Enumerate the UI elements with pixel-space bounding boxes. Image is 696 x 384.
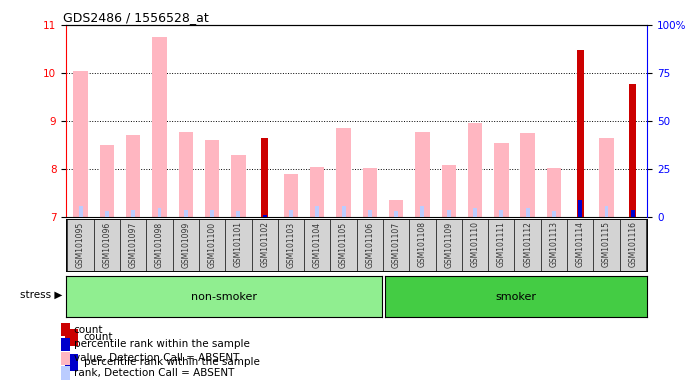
Text: non-smoker: non-smoker xyxy=(191,291,257,302)
Text: smoker: smoker xyxy=(496,291,537,302)
Bar xyxy=(126,136,141,217)
Text: count: count xyxy=(74,324,103,334)
Bar xyxy=(152,37,167,217)
Bar xyxy=(468,123,482,217)
Text: value, Detection Call = ABSENT: value, Detection Call = ABSENT xyxy=(74,353,239,363)
Text: stress ▶: stress ▶ xyxy=(20,290,63,300)
Bar xyxy=(473,209,477,217)
Text: GSM101100: GSM101100 xyxy=(207,222,216,268)
Bar xyxy=(65,354,78,371)
Text: GDS2486 / 1556528_at: GDS2486 / 1556528_at xyxy=(63,11,209,24)
Bar xyxy=(363,168,377,217)
Text: GSM101113: GSM101113 xyxy=(549,222,558,268)
Text: GSM101105: GSM101105 xyxy=(339,222,348,268)
Bar xyxy=(525,209,530,217)
Bar xyxy=(389,200,404,217)
Text: GSM101112: GSM101112 xyxy=(523,222,532,267)
Bar xyxy=(336,128,351,217)
Bar xyxy=(552,211,556,217)
Bar xyxy=(157,209,161,217)
Bar xyxy=(394,211,398,217)
Bar xyxy=(184,210,188,217)
Bar xyxy=(105,211,109,217)
Bar xyxy=(441,165,456,217)
Bar xyxy=(315,207,319,217)
Bar xyxy=(132,210,135,217)
Bar xyxy=(237,211,240,217)
Bar xyxy=(578,200,582,217)
Text: GSM101108: GSM101108 xyxy=(418,222,427,268)
Bar xyxy=(261,138,269,217)
Bar xyxy=(179,132,193,217)
Text: GSM101097: GSM101097 xyxy=(129,222,138,268)
Text: GSM101106: GSM101106 xyxy=(365,222,374,268)
Text: GSM101101: GSM101101 xyxy=(234,222,243,268)
Bar xyxy=(61,352,70,365)
Bar xyxy=(576,50,584,217)
Text: GSM101095: GSM101095 xyxy=(76,222,85,268)
Text: GSM101116: GSM101116 xyxy=(628,222,638,268)
Text: GSM101098: GSM101098 xyxy=(155,222,164,268)
Bar xyxy=(494,142,509,217)
Text: GSM101114: GSM101114 xyxy=(576,222,585,268)
Text: GSM101111: GSM101111 xyxy=(497,222,506,267)
Bar xyxy=(416,132,429,217)
Bar xyxy=(65,329,78,346)
Bar xyxy=(447,210,451,217)
Bar xyxy=(262,215,267,217)
Text: percentile rank within the sample: percentile rank within the sample xyxy=(84,357,260,367)
Bar xyxy=(289,210,293,217)
Bar xyxy=(231,155,246,217)
Bar xyxy=(100,145,114,217)
Text: percentile rank within the sample: percentile rank within the sample xyxy=(74,339,250,349)
Text: GSM101109: GSM101109 xyxy=(444,222,453,268)
Text: GSM101102: GSM101102 xyxy=(260,222,269,268)
Text: GSM101103: GSM101103 xyxy=(287,222,296,268)
Text: count: count xyxy=(84,332,113,342)
Bar xyxy=(599,138,614,217)
Bar xyxy=(368,210,372,217)
Bar xyxy=(61,366,70,379)
Bar xyxy=(342,207,345,217)
Bar xyxy=(61,323,70,336)
Bar xyxy=(61,338,70,351)
Bar xyxy=(631,210,635,217)
Text: rank, Detection Call = ABSENT: rank, Detection Call = ABSENT xyxy=(74,368,234,378)
Bar xyxy=(546,168,561,217)
Bar xyxy=(205,140,219,217)
Bar xyxy=(284,174,298,217)
Bar xyxy=(499,210,503,217)
Bar xyxy=(629,84,637,217)
Bar xyxy=(420,207,425,217)
Bar xyxy=(605,207,608,217)
Text: GSM101096: GSM101096 xyxy=(102,222,111,268)
Text: GSM101110: GSM101110 xyxy=(470,222,480,268)
Bar xyxy=(210,210,214,217)
Bar xyxy=(79,207,83,217)
Bar xyxy=(521,133,535,217)
Text: GSM101099: GSM101099 xyxy=(181,222,190,268)
Bar xyxy=(310,167,324,217)
Text: GSM101107: GSM101107 xyxy=(392,222,401,268)
Text: GSM101104: GSM101104 xyxy=(313,222,322,268)
Text: GSM101115: GSM101115 xyxy=(602,222,611,268)
Bar xyxy=(73,71,88,217)
